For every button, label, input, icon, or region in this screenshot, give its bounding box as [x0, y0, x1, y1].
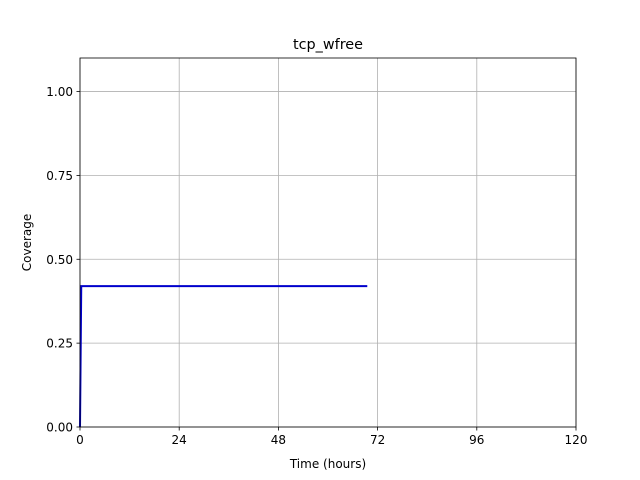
- plot-frame: [79, 57, 577, 428]
- x-tick-label: 48: [271, 433, 286, 447]
- x-tick-label: 24: [172, 433, 187, 447]
- series-layer: [79, 285, 368, 428]
- x-axis-label: Time (hours): [289, 457, 366, 471]
- x-tick-label: 96: [469, 433, 484, 447]
- chart-title: tcp_wfree: [293, 37, 363, 53]
- y-tick-label: 1.00: [46, 85, 73, 99]
- y-tick-label: 0.25: [46, 337, 73, 351]
- coverage-series-line: [79, 285, 368, 428]
- x-tick-label: 0: [76, 433, 84, 447]
- y-axis-label: Coverage: [20, 214, 34, 272]
- y-tick-label: 0.75: [46, 169, 73, 183]
- y-tick-label: 0.50: [46, 253, 73, 267]
- x-axis-ticks: 0 24 48 72 96 120: [76, 427, 587, 447]
- y-axis-ticks: 0.00 0.25 0.50 0.75 1.00: [46, 85, 80, 435]
- y-tick-label: 0.00: [46, 421, 73, 435]
- x-tick-label: 72: [370, 433, 385, 447]
- x-tick-label: 120: [565, 433, 588, 447]
- grid: [79, 58, 577, 428]
